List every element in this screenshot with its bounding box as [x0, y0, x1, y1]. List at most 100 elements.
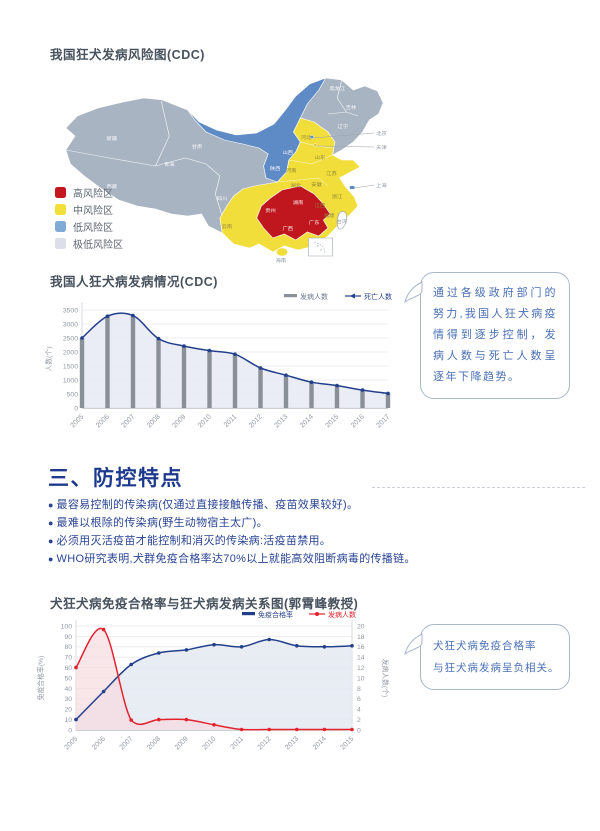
beijing-dot [309, 135, 314, 139]
bubble-text: 通过各级政府部门的努力,我国人狂犬病疫情得到逐步控制，发病人数与死亡人数呈逐年下… [433, 287, 557, 383]
bar [181, 346, 187, 408]
svg-text:黑龙江: 黑龙江 [329, 85, 345, 91]
callout-bubble-trend: 通过各级政府部门的努力,我国人狂犬病疫情得到逐步控制，发病人数与死亡人数呈逐年下… [404, 272, 570, 399]
svg-text:2011: 2011 [229, 735, 245, 751]
svg-text:2012: 2012 [257, 735, 273, 751]
svg-text:2500: 2500 [63, 335, 78, 342]
svg-text:广东: 广东 [309, 219, 320, 225]
blue-area [76, 639, 352, 730]
svg-text:8: 8 [357, 686, 361, 693]
bar [232, 354, 238, 408]
svg-text:2006: 2006 [95, 413, 111, 429]
svg-text:发病人数(个): 发病人数(个) [381, 659, 390, 698]
svg-text:西藏: 西藏 [107, 183, 118, 189]
bar [334, 385, 340, 408]
risk-map-title: 我国狂犬发病风险图(CDC) [50, 48, 205, 62]
svg-text:80: 80 [64, 644, 72, 651]
svg-text:2013: 2013 [273, 413, 289, 429]
svg-text:3500: 3500 [63, 307, 78, 314]
svg-text:10: 10 [64, 717, 72, 724]
svg-text:2009: 2009 [171, 413, 187, 429]
svg-text:免疫合格率: 免疫合格率 [258, 610, 293, 619]
bubble-text: 犬狂犬病免疫合格率 [433, 640, 537, 652]
svg-text:1500: 1500 [63, 363, 78, 370]
bar [258, 368, 263, 408]
bar [105, 316, 110, 408]
svg-text:2005: 2005 [63, 735, 79, 751]
svg-text:20: 20 [357, 623, 365, 630]
svg-text:甘肃: 甘肃 [192, 143, 203, 149]
svg-text:死亡人数: 死亡人数 [364, 292, 392, 301]
svg-text:0: 0 [68, 727, 72, 734]
svg-text:广西: 广西 [282, 225, 293, 231]
svg-text:江苏: 江苏 [326, 170, 337, 176]
correlation-chart: 0 0 10 2 20 4 30 6 40 8 50 10 60 12 70 14 80 16 90 18 100 20 免… [36, 610, 390, 751]
svg-text:内蒙古: 内蒙古 [251, 113, 267, 119]
svg-text:河北: 河北 [301, 134, 312, 140]
dashed-divider [372, 487, 585, 488]
svg-text:2006: 2006 [91, 735, 107, 751]
svg-text:2012: 2012 [248, 413, 264, 429]
svg-text:福建: 福建 [324, 212, 335, 218]
svg-text:2011: 2011 [223, 413, 239, 429]
svg-text:2000: 2000 [63, 349, 78, 356]
bar [79, 338, 85, 408]
svg-text:发病人数: 发病人数 [328, 610, 356, 619]
correlation-chart-title: 犬狂犬病免疫合格率与狂犬病发病关系图(郭霄峰教授) [50, 597, 359, 611]
svg-text:2007: 2007 [119, 735, 135, 751]
feature-item: 最难以根除的传染病(野生动物宿主太广)。 [48, 514, 458, 532]
bubble-tail-icon [404, 281, 423, 304]
svg-text:90: 90 [64, 634, 72, 641]
legend-label: 中风险区 [73, 206, 113, 217]
legend-item-mid: 中风险区 [55, 201, 123, 218]
svg-text:安徽: 安徽 [311, 181, 322, 187]
svg-text:10: 10 [357, 675, 365, 682]
legend-item-high: 高风险区 [55, 184, 123, 201]
legend-swatch-very-low [55, 238, 66, 249]
svg-text:2015: 2015 [339, 735, 355, 751]
svg-text:北京: 北京 [376, 130, 387, 136]
svg-text:2008: 2008 [146, 735, 162, 751]
legend-swatch-mid [55, 204, 66, 215]
svg-text:浙江: 浙江 [332, 193, 343, 199]
svg-text:山东: 山东 [315, 154, 326, 160]
plot: 0 0 10 2 20 4 30 6 40 8 50 10 60 12 70 14 80 16 90 18 100 20 免… [36, 610, 390, 751]
svg-text:四川: 四川 [217, 196, 228, 202]
svg-text:2: 2 [357, 717, 361, 724]
svg-text:2013: 2013 [284, 735, 300, 751]
svg-text:海南: 海南 [276, 257, 287, 263]
feature-list: 最容易控制的传染病(仅通过直接接触传播、疫苗效果较好)。 最难以根除的传染病(野… [48, 496, 458, 568]
svg-text:贵州: 贵州 [265, 207, 276, 213]
svg-text:16: 16 [357, 644, 365, 651]
bubble-tail-icon [404, 633, 423, 656]
svg-text:云南: 云南 [222, 223, 233, 229]
map-borders-west [65, 79, 359, 217]
svg-text:2009: 2009 [174, 735, 190, 751]
shanghai-dot [349, 186, 355, 189]
svg-text:500: 500 [67, 391, 79, 398]
bar [283, 375, 289, 408]
callout-bubble-correlation: 犬狂犬病免疫合格率 与狂犬病发病呈负相关。 [404, 624, 570, 690]
svg-text:2008: 2008 [146, 413, 162, 429]
legend-swatch-low [55, 221, 66, 232]
svg-text:江西: 江西 [315, 202, 326, 208]
svg-text:台湾: 台湾 [337, 218, 348, 224]
svg-text:2007: 2007 [120, 413, 136, 429]
svg-text:2017: 2017 [375, 413, 391, 429]
svg-text:1000: 1000 [63, 377, 78, 384]
svg-text:2010: 2010 [201, 735, 217, 751]
china-risk-map: 北京 天津 上海 新疆 西藏 青海 甘肃 四川 内蒙古 黑龙江 吉林 辽宁 山西 陕西 贵州 湖南 广西 广东云… [52, 56, 397, 268]
svg-text:60: 60 [64, 665, 72, 672]
svg-text:辽宁: 辽宁 [338, 123, 349, 129]
bar [207, 350, 212, 408]
svg-text:吉林: 吉林 [346, 104, 357, 110]
svg-text:陕西: 陕西 [270, 165, 281, 171]
svg-text:湖南: 湖南 [293, 199, 304, 205]
svg-text:3000: 3000 [63, 321, 78, 328]
red-area [76, 628, 352, 730]
feature-item: 最容易控制的传染病(仅通过直接接触传播、疫苗效果较好)。 [48, 496, 458, 514]
section-heading: 三、防控特点 [48, 467, 183, 490]
